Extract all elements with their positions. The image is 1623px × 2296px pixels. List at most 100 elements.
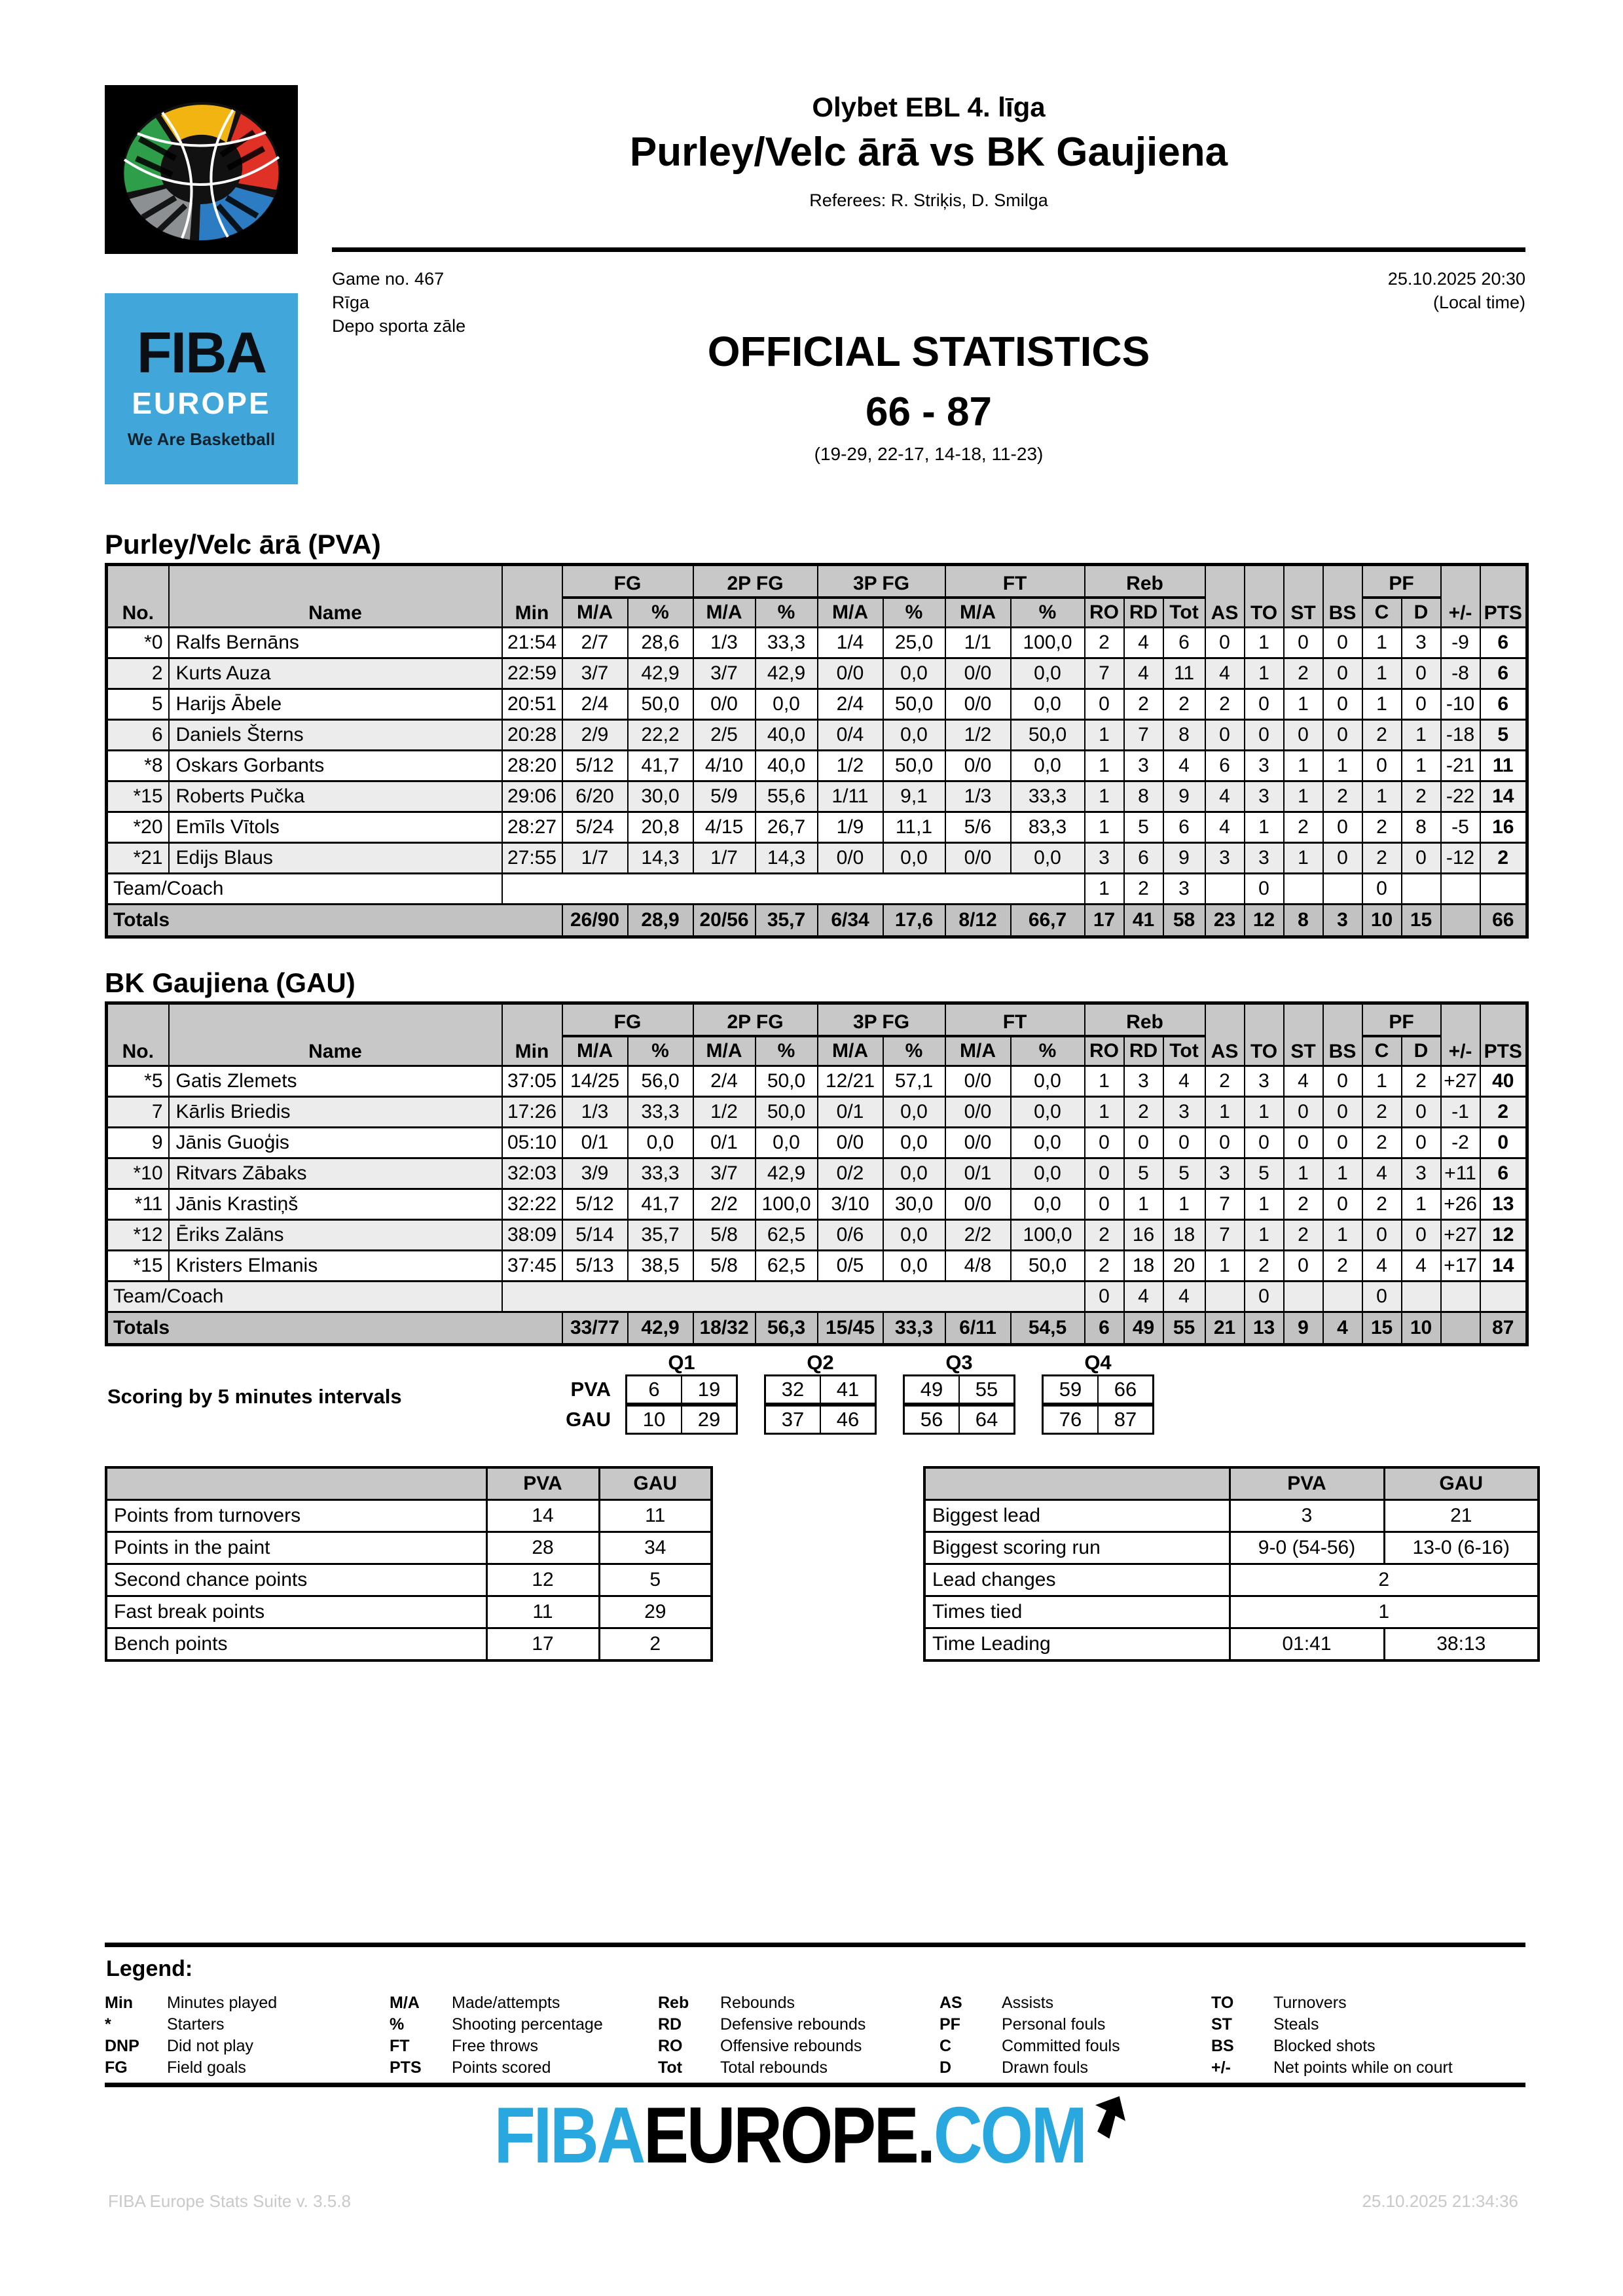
legend-entry: ST Steals: [1211, 2014, 1525, 2036]
player-name: Kristers Elmanis: [168, 1249, 503, 1282]
stat-cell: 1: [1204, 1096, 1245, 1128]
stat-cell: 0: [1084, 1157, 1125, 1190]
column-header: PTS: [1479, 564, 1528, 628]
legend-description: Drawn fouls: [1002, 2058, 1088, 2077]
stat-cell: 0: [1361, 872, 1402, 905]
stat-cell: 7: [1204, 1188, 1245, 1221]
stat-cell: 2: [1361, 811, 1402, 844]
stat-cell: 12: [1243, 903, 1285, 938]
stat-cell: 0/0: [944, 749, 1012, 782]
stat-cell: 0,0: [1010, 1126, 1085, 1159]
stat-cell: 0,0: [882, 1126, 946, 1159]
comparison-header-row: PVA GAU: [923, 1466, 1540, 1501]
stat-cell: 0: [1322, 1188, 1363, 1221]
fibaeurope-com-wordmark: FIBA EUROPE. COM: [494, 2093, 1129, 2177]
legend-description: Committed fouls: [1002, 2037, 1120, 2055]
stat-cell: 2: [1361, 1096, 1402, 1128]
interval-score-box: 6 19: [625, 1374, 738, 1405]
stat-cell: 4: [1162, 749, 1206, 782]
stat-cell: 0: [1400, 1096, 1442, 1128]
interval-score-value: 56: [920, 1408, 943, 1431]
comparison-label: Lead changes: [923, 1563, 1231, 1597]
legend-entry: Tot Total rebounds: [658, 2057, 939, 2079]
legend-entry: % Shooting percentage: [390, 2014, 658, 2036]
legend-abbr: %: [390, 2015, 405, 2034]
player-name: Oskars Gorbants: [168, 749, 503, 782]
player-number: 2: [105, 657, 170, 690]
stat-cell: 5: [1123, 1157, 1164, 1190]
column-subheader: M/A: [944, 596, 1012, 628]
local-time-note: (Local time): [1432, 293, 1525, 312]
legend-entry: BS Blocked shots: [1211, 2036, 1525, 2057]
stat-cell: 1/1: [944, 626, 1012, 659]
stat-cell: 2: [1322, 1249, 1363, 1282]
comparison-value-shared: 1: [1228, 1595, 1540, 1629]
stat-cell: 0: [1361, 1219, 1402, 1251]
stat-cell: 5/12: [561, 1188, 629, 1221]
stat-cell: 33,3: [627, 1157, 694, 1190]
legend-abbr: RD: [658, 2015, 682, 2034]
logo-part-com: COM: [934, 2090, 1087, 2179]
stat-cell: 8: [1400, 811, 1442, 844]
footer-divider: [105, 2083, 1525, 2087]
stat-cell: 1/7: [561, 842, 629, 874]
team-coach-row: Team/Coach 1 2 3 0 0: [105, 872, 1528, 905]
stat-cell: 3: [1204, 1157, 1245, 1190]
interval-score-value: 76: [1059, 1408, 1082, 1431]
stat-cell: 40,0: [754, 749, 818, 782]
stat-cell: 4: [1123, 1280, 1164, 1313]
stat-cell: 6: [1479, 1157, 1528, 1190]
fiba-europe-text: EUROPE: [132, 386, 271, 420]
legend-abbr: C: [939, 2037, 952, 2055]
column-subheader: M/A: [692, 1035, 756, 1067]
stat-cell: 7: [1123, 719, 1164, 751]
document-title: OFFICIAL STATISTICS: [707, 328, 1150, 375]
column-subheader: RD: [1123, 1035, 1164, 1067]
comparison-value-gau: 29: [598, 1595, 713, 1629]
legend-entry: RO Offensive rebounds: [658, 2036, 939, 2057]
column-header: +/-: [1440, 564, 1481, 628]
legend-description: Starters: [167, 2015, 225, 2034]
comparison-value-pva: 11: [485, 1595, 600, 1629]
stat-cell: +11: [1440, 1157, 1481, 1190]
column-subheader: C: [1361, 1035, 1402, 1067]
stat-cell: 0: [1479, 1126, 1528, 1159]
stat-cell: 1: [1243, 626, 1285, 659]
player-name: Ralfs Bernāns: [168, 626, 503, 659]
stat-cell: 0/0: [944, 1126, 1012, 1159]
stat-cell: 2: [1283, 811, 1324, 844]
comparison-label: Fast break points: [105, 1595, 488, 1629]
stat-cell: 1/3: [692, 626, 756, 659]
column-subheader: RO: [1084, 1035, 1125, 1067]
stat-cell: 0,0: [1010, 1157, 1085, 1190]
stat-cell: 1: [1084, 1096, 1125, 1128]
stat-cell: 1/3: [561, 1096, 629, 1128]
comparison-row: Bench points 17 2: [105, 1627, 713, 1662]
stat-cell: 1/7: [692, 842, 756, 874]
interval-score-value: 29: [681, 1407, 736, 1433]
player-name: Daniels Šterns: [168, 719, 503, 751]
stat-cell: 83,3: [1010, 811, 1085, 844]
stat-cell: 13: [1243, 1311, 1285, 1346]
legend-description: Assists: [1002, 1994, 1054, 2012]
stat-cell: 1: [1322, 749, 1363, 782]
game-venue: Depo sporta zāle: [332, 316, 466, 336]
stat-cell: 0/1: [816, 1096, 884, 1128]
stat-cell: 0: [1322, 1126, 1363, 1159]
stat-cell: 9: [1162, 780, 1206, 813]
legend-entry: C Committed fouls: [939, 2036, 1211, 2057]
interval-score-box: 56 64: [903, 1405, 1015, 1435]
stat-cell: 37:45: [501, 1249, 563, 1282]
stat-cell: 66: [1479, 903, 1528, 938]
stats-table-gau: No. Name Min FG 2P FG 3P FG FT Reb AS TO ST BS PF +/-…: [105, 1001, 1529, 1346]
column-header: AS: [1204, 1002, 1245, 1067]
interval-score-row: PVA 6 19 32 41 49 55 59 66: [520, 1374, 1180, 1405]
legend-description: Did not play: [167, 2037, 254, 2055]
stat-cell: 1/11: [816, 780, 884, 813]
column-group-header: Reb: [1084, 564, 1206, 599]
stat-cell: 33,3: [882, 1311, 946, 1346]
stat-cell: 15: [1361, 1311, 1402, 1346]
stat-cell: 6: [1123, 842, 1164, 874]
stat-cell: 3: [1243, 780, 1285, 813]
legend-description: Offensive rebounds: [720, 2037, 862, 2055]
